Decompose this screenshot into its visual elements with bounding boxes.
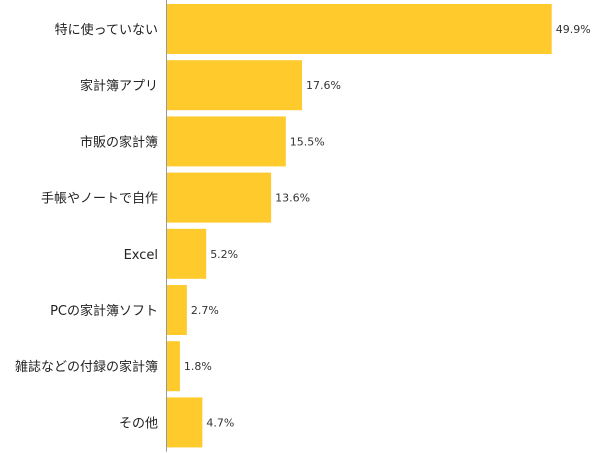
labels-group: 特に使っていない 49.9% 家計簿アプリ 17.6% 市販の家計簿 15.5% 手帳やノー… bbox=[15, 22, 591, 431]
bar bbox=[166, 228, 207, 279]
bar bbox=[166, 4, 552, 54]
value-label: 2.7% bbox=[191, 304, 219, 317]
value-label: 13.6% bbox=[275, 192, 310, 205]
bar bbox=[166, 116, 286, 167]
category-label: PCの家計簿ソフト bbox=[50, 303, 158, 319]
value-label: 5.2% bbox=[210, 248, 238, 261]
value-label: 1.8% bbox=[184, 360, 212, 373]
value-label: 49.9% bbox=[556, 23, 591, 36]
category-label: 市販の家計簿 bbox=[80, 134, 158, 150]
bar bbox=[166, 285, 187, 335]
category-label: 雑誌などの付録の家計簿 bbox=[15, 359, 158, 375]
value-label: 15.5% bbox=[290, 135, 325, 148]
category-label: 手帳やノートで自作 bbox=[41, 192, 158, 207]
category-label: Excel bbox=[124, 248, 158, 263]
bar bbox=[166, 397, 203, 448]
category-label: 家計簿アプリ bbox=[80, 78, 158, 94]
bar bbox=[166, 341, 180, 392]
category-label: 特に使っていない bbox=[55, 22, 158, 38]
bars-group bbox=[166, 4, 552, 448]
bar bbox=[166, 60, 303, 111]
value-label: 17.6% bbox=[306, 79, 341, 92]
bar bbox=[166, 172, 272, 223]
value-label: 4.7% bbox=[206, 416, 234, 429]
category-label: その他 bbox=[119, 416, 158, 431]
